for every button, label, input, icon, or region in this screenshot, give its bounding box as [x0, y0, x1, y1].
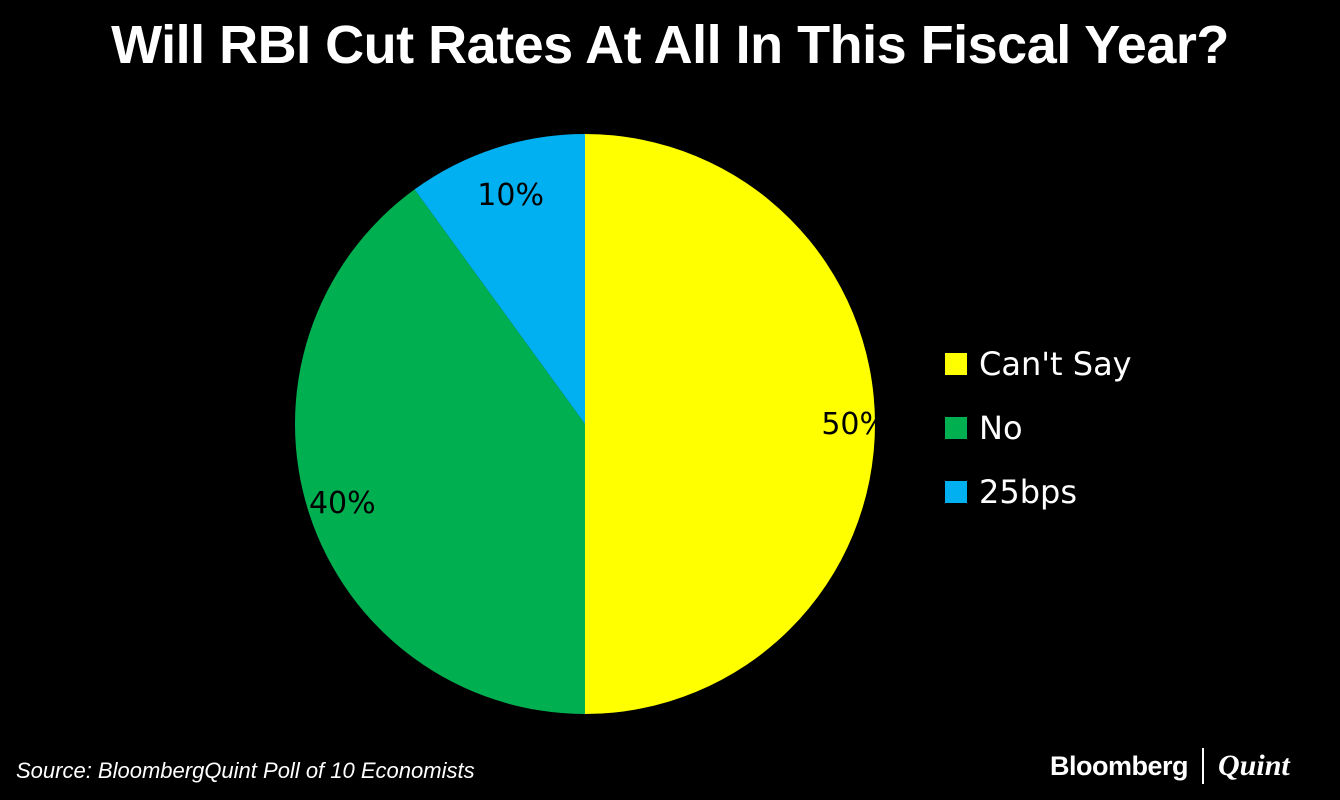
- legend-item-cant-say: Can't Say: [945, 332, 1132, 396]
- legend: Can't Say No 25bps: [945, 332, 1132, 524]
- pie-slice-25bps: [414, 134, 585, 424]
- brand-bloomberg: Bloomberg: [1050, 750, 1189, 781]
- brand-divider: [1202, 748, 1205, 784]
- data-label-no: 40%: [309, 486, 376, 521]
- legend-swatch-cant-say: [945, 353, 967, 375]
- data-label-can-t-say: 50%: [821, 407, 888, 442]
- legend-swatch-25bps: [945, 481, 967, 503]
- legend-label-25bps: 25bps: [979, 473, 1078, 511]
- pie-slice-can-t-say: [585, 134, 875, 714]
- brand-logo: Bloomberg Quint: [1050, 748, 1290, 784]
- pie-slice-no: [294, 189, 585, 714]
- source-note: Source: BloombergQuint Poll of 10 Econom…: [16, 758, 475, 783]
- legend-item-no: No: [945, 396, 1132, 460]
- legend-label-cant-say: Can't Say: [979, 345, 1132, 383]
- legend-swatch-no: [945, 417, 967, 439]
- data-label-25bps: 10%: [477, 178, 544, 213]
- legend-label-no: No: [979, 409, 1023, 447]
- chart-title: Will RBI Cut Rates At All In This Fiscal…: [111, 15, 1229, 75]
- legend-item-25bps: 25bps: [945, 460, 1132, 524]
- brand-quint: Quint: [1218, 749, 1290, 782]
